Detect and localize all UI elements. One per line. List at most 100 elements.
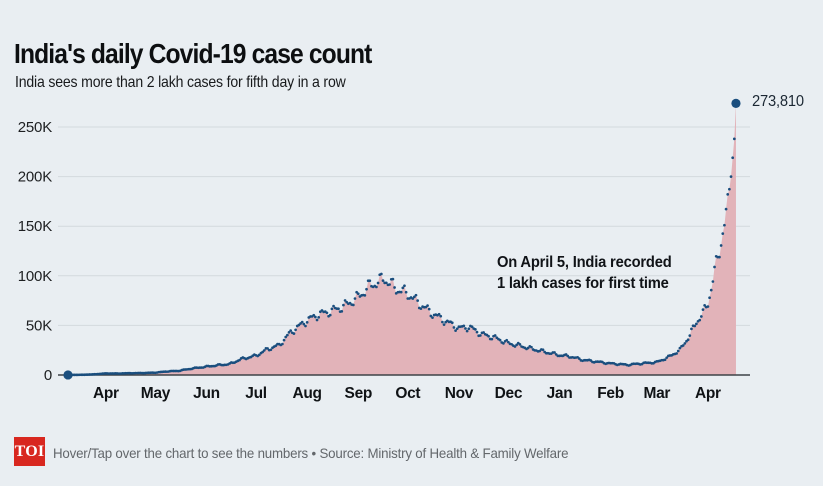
case-dot (703, 304, 706, 307)
case-dot (269, 348, 273, 352)
daily-cases-area-chart[interactable]: 0 50K 100K 150K 200K 250K Apr May Jun Jul Aug Sep Oc… (0, 85, 823, 420)
case-dot (731, 156, 735, 160)
case-dot (437, 312, 441, 316)
x-axis-label: Jul (245, 385, 267, 402)
case-dot (709, 288, 713, 292)
toi-logo: TOI (14, 437, 45, 466)
annotation-line-1: On April 5, India recorded (497, 254, 672, 271)
x-axis-label: Apr (93, 385, 119, 402)
case-dot (314, 315, 317, 319)
case-dot (257, 353, 261, 357)
peak-value-label: 273,810 (752, 93, 804, 110)
footer-note: Hover/Tap over the chart to see the numb… (53, 445, 569, 461)
case-dot (384, 281, 388, 285)
case-dot (711, 280, 715, 283)
case-dot (376, 281, 380, 285)
case-dot (282, 338, 286, 342)
case-dot (312, 313, 316, 317)
case-dot (292, 332, 296, 335)
case-dot (442, 323, 446, 326)
case-dot (721, 232, 725, 235)
y-axis-label: 0 (44, 367, 52, 384)
case-dot (393, 286, 396, 289)
case-dot (513, 345, 517, 348)
case-dot (686, 338, 690, 342)
y-axis-label: 250K (18, 119, 52, 136)
case-dot (416, 299, 419, 302)
case-dot (732, 137, 736, 141)
case-dot (380, 272, 383, 276)
case-dot (719, 244, 723, 247)
case-dot (462, 324, 466, 328)
x-axis-label: Nov (445, 385, 474, 402)
case-dot (577, 357, 581, 360)
case-dot (330, 307, 334, 311)
case-dot (404, 290, 408, 294)
case-dot (274, 344, 278, 348)
case-dot (474, 328, 477, 331)
case-dot (688, 334, 692, 337)
case-dot (413, 295, 416, 299)
case-dot (698, 318, 702, 322)
case-dot (281, 342, 284, 346)
y-axis-label: 200K (18, 169, 52, 186)
case-dot (427, 307, 431, 311)
case-dot (431, 316, 434, 319)
last-point-dot (731, 98, 741, 108)
case-dot (683, 342, 687, 345)
case-dot (726, 193, 730, 196)
case-dot (701, 308, 705, 311)
case-dot (439, 314, 443, 318)
x-axis-label: Jan (547, 385, 573, 402)
case-dot (342, 303, 345, 307)
case-dot (541, 348, 545, 352)
case-dot (317, 315, 321, 319)
case-dot (262, 349, 266, 352)
case-dot (426, 304, 429, 307)
case-dot (708, 296, 711, 300)
case-dot (403, 284, 406, 288)
case-dot (553, 351, 556, 354)
case-dot (515, 343, 518, 347)
case-dot (464, 327, 467, 330)
x-axis-label: Dec (495, 385, 523, 402)
case-dot (353, 297, 357, 300)
case-dot (465, 329, 469, 333)
case-dot (441, 320, 444, 324)
case-dot (305, 320, 309, 324)
case-dot (467, 327, 471, 331)
x-axis-label: Apr (695, 385, 721, 402)
case-dot (284, 335, 288, 339)
case-dot (695, 322, 698, 326)
case-dot (455, 327, 459, 331)
y-axis-label: 150K (18, 218, 52, 235)
x-axis-label: Jun (193, 385, 220, 402)
case-dot (337, 307, 340, 311)
case-dot (287, 330, 291, 334)
case-dot (238, 358, 241, 362)
case-dot (363, 294, 367, 297)
x-axis-label: Mar (643, 385, 670, 402)
case-dot (391, 277, 395, 281)
x-axis-label: Sep (345, 385, 373, 402)
x-axis-label: Oct (395, 385, 420, 402)
page-subtitle: India sees more than 2 lakh cases for fi… (15, 74, 346, 91)
case-dot (315, 318, 319, 322)
x-axis-label: May (141, 385, 171, 402)
case-dot (728, 187, 731, 191)
case-dot (675, 352, 678, 355)
case-dot (724, 207, 728, 211)
case-dot (482, 331, 485, 334)
case-dot (300, 320, 304, 324)
case-dot (401, 286, 405, 290)
case-dot (328, 313, 332, 317)
case-dot (450, 321, 454, 325)
x-axis-label: Feb (597, 385, 624, 402)
case-dot (699, 315, 703, 318)
case-dot (518, 343, 522, 346)
case-dot (411, 297, 415, 300)
case-dot (286, 333, 289, 337)
case-dot (388, 283, 391, 286)
case-dot (332, 304, 335, 308)
